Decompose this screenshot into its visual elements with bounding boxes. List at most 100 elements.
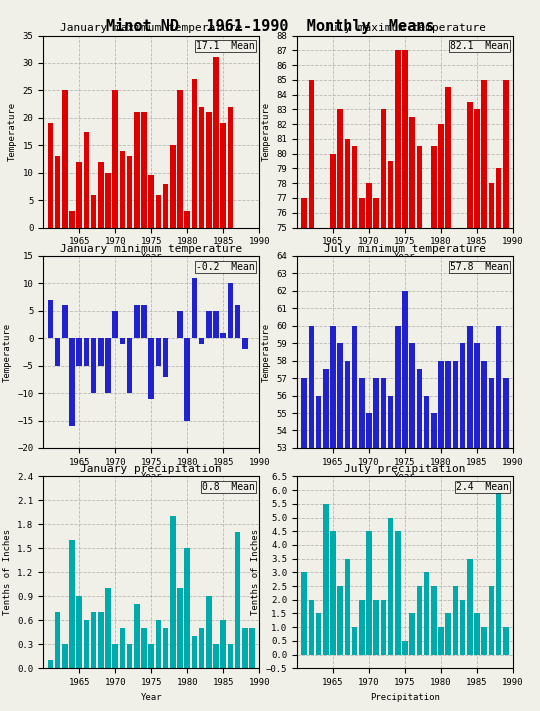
Bar	[127, 644, 132, 668]
Text: 82.1  Mean: 82.1 Mean	[450, 41, 509, 51]
Bar	[352, 146, 357, 228]
Bar	[330, 531, 336, 655]
Bar	[431, 586, 437, 655]
Bar	[446, 360, 451, 448]
Bar	[431, 146, 437, 228]
Bar	[338, 343, 343, 448]
X-axis label: Year: Year	[140, 693, 162, 702]
X-axis label: Year: Year	[394, 472, 416, 481]
Bar	[76, 338, 82, 365]
Bar	[424, 395, 429, 448]
Bar	[192, 278, 197, 338]
Bar	[373, 600, 379, 655]
Bar	[235, 305, 240, 338]
Bar	[192, 636, 197, 668]
Bar	[127, 338, 132, 393]
Bar	[388, 518, 394, 655]
Bar	[460, 343, 465, 448]
Bar	[112, 311, 118, 338]
Bar	[388, 161, 394, 228]
Bar	[323, 228, 329, 405]
X-axis label: Year: Year	[394, 252, 416, 261]
Bar	[446, 87, 451, 228]
Bar	[220, 620, 226, 668]
Bar	[199, 338, 205, 343]
Bar	[308, 326, 314, 448]
Y-axis label: Temperature: Temperature	[262, 102, 271, 161]
Bar	[345, 360, 350, 448]
Bar	[381, 600, 386, 655]
Bar	[69, 540, 75, 668]
Bar	[395, 326, 401, 448]
Bar	[206, 311, 212, 338]
Bar	[402, 50, 408, 228]
Y-axis label: Temperature: Temperature	[262, 322, 271, 382]
Bar	[352, 326, 357, 448]
Bar	[148, 176, 154, 228]
Bar	[184, 211, 190, 228]
Bar	[227, 644, 233, 668]
Bar	[373, 378, 379, 448]
Bar	[91, 338, 97, 393]
Bar	[213, 644, 219, 668]
Bar	[84, 338, 89, 365]
Bar	[199, 107, 205, 228]
Bar	[105, 589, 111, 668]
Bar	[156, 195, 161, 228]
Bar	[366, 531, 372, 655]
Bar	[416, 146, 422, 228]
Bar	[184, 548, 190, 668]
Bar	[366, 183, 372, 228]
Bar	[213, 311, 219, 338]
Bar	[424, 228, 429, 434]
Text: 17.1  Mean: 17.1 Mean	[196, 41, 255, 51]
Bar	[345, 139, 350, 228]
Bar	[134, 112, 140, 228]
Bar	[481, 360, 487, 448]
Bar	[134, 305, 140, 338]
Bar	[141, 305, 147, 338]
Bar	[84, 620, 89, 668]
Bar	[474, 343, 480, 448]
Bar	[366, 413, 372, 448]
Title: July maximum temperature: July maximum temperature	[324, 23, 486, 33]
Bar	[453, 360, 458, 448]
Bar	[242, 338, 248, 349]
Y-axis label: Tenths of Inches: Tenths of Inches	[251, 530, 260, 615]
Bar	[460, 228, 465, 412]
Bar	[352, 627, 357, 655]
Title: January precipitation: January precipitation	[80, 464, 222, 474]
Bar	[323, 370, 329, 448]
Bar	[127, 156, 132, 228]
Bar	[503, 378, 509, 448]
Bar	[330, 326, 336, 448]
Bar	[141, 112, 147, 228]
Bar	[69, 338, 75, 426]
Bar	[220, 333, 226, 338]
Bar	[467, 559, 472, 655]
Bar	[227, 284, 233, 338]
Bar	[402, 291, 408, 448]
Bar	[91, 612, 97, 668]
Bar	[316, 614, 321, 655]
Bar	[402, 641, 408, 655]
Bar	[48, 123, 53, 228]
Bar	[489, 378, 494, 448]
Bar	[84, 132, 89, 228]
Bar	[424, 572, 429, 655]
Bar	[438, 360, 444, 448]
Bar	[227, 107, 233, 228]
Bar	[481, 627, 487, 655]
Bar	[308, 80, 314, 228]
Bar	[474, 109, 480, 228]
Bar	[416, 370, 422, 448]
Bar	[496, 169, 502, 228]
Bar	[242, 629, 248, 668]
Bar	[199, 629, 205, 668]
Bar	[373, 198, 379, 228]
Bar	[177, 311, 183, 338]
Bar	[381, 109, 386, 228]
Bar	[55, 338, 60, 365]
Title: January maximum temperature: January maximum temperature	[60, 23, 242, 33]
Bar	[119, 629, 125, 668]
